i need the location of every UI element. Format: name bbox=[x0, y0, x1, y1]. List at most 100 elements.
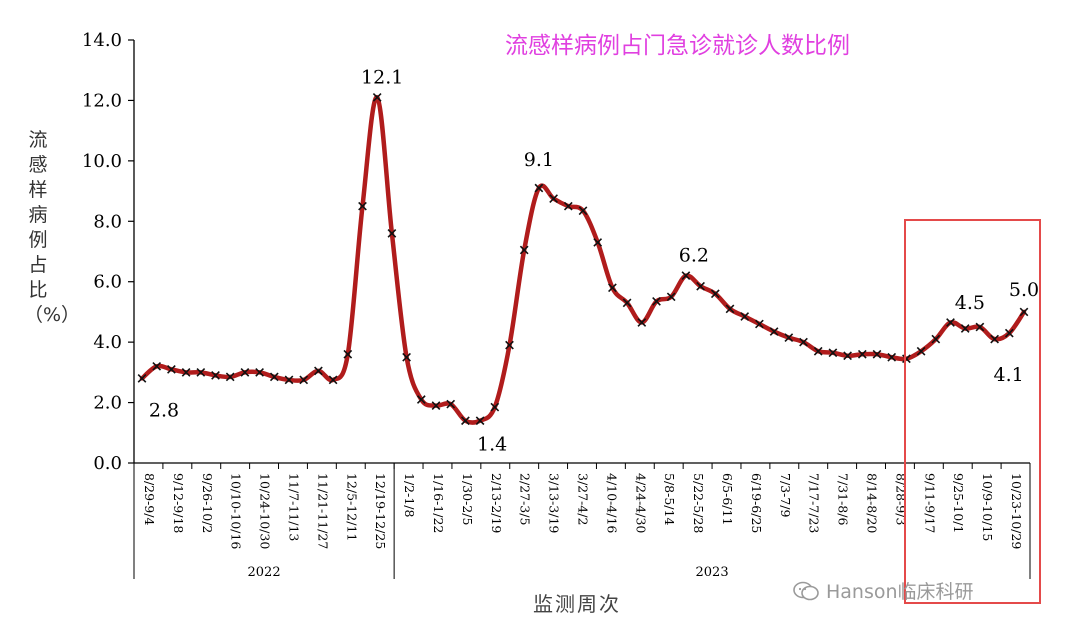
y-tick-label: 6.0 bbox=[93, 272, 122, 293]
x-tick-label: 10/10-10/16 bbox=[229, 473, 244, 549]
data-point bbox=[637, 318, 647, 327]
x-tick-label: 9/11-9/17 bbox=[922, 473, 937, 533]
x-tick-label: 7/3-7/9 bbox=[778, 473, 793, 518]
x-tick-label: 10/9-10/15 bbox=[980, 473, 995, 541]
x-axis-label: 监测周次 bbox=[533, 592, 621, 616]
data-point bbox=[710, 289, 720, 299]
year-label: 2023 bbox=[696, 565, 729, 580]
data-point bbox=[902, 354, 911, 364]
x-tick-label: 4/24-4/30 bbox=[633, 473, 648, 533]
data-point bbox=[255, 367, 264, 377]
data-point bbox=[549, 194, 558, 203]
data-point bbox=[652, 296, 661, 306]
data-point bbox=[857, 349, 867, 359]
x-tick-label: 10/24-10/30 bbox=[258, 473, 273, 549]
y-tick-label: 14.0 bbox=[82, 30, 122, 51]
data-label: 1.4 bbox=[477, 434, 507, 456]
y-axis-label: 流感样病例占比（%） bbox=[24, 129, 81, 326]
data-point bbox=[225, 372, 235, 382]
x-tick-label: 9/12-9/18 bbox=[171, 473, 186, 533]
year-label: 2022 bbox=[248, 565, 281, 580]
x-tick-label: 11/21-11/27 bbox=[315, 473, 330, 549]
data-point bbox=[211, 371, 220, 380]
highlight-box bbox=[904, 219, 1041, 604]
x-tick-label: 12/19-12/25 bbox=[373, 473, 388, 549]
y-tick-label: 12.0 bbox=[82, 90, 122, 111]
data-point bbox=[990, 334, 999, 344]
data-label: 9.1 bbox=[524, 149, 554, 171]
data-point bbox=[475, 416, 485, 426]
x-tick-label: 6/19-6/25 bbox=[749, 473, 764, 533]
x-tick-label: 5/22-5/28 bbox=[691, 473, 706, 533]
data-point bbox=[505, 340, 514, 350]
x-tick-label: 1/2-1/8 bbox=[402, 473, 417, 518]
data-point bbox=[387, 229, 397, 238]
series-line bbox=[139, 95, 1027, 425]
data-point bbox=[622, 298, 632, 308]
x-tick-label: 7/31-8/6 bbox=[836, 473, 851, 525]
x-tick-label: 11/7-11/13 bbox=[286, 473, 301, 541]
chat-bubble-icon bbox=[793, 581, 819, 600]
y-tick-label: 10.0 bbox=[82, 151, 122, 172]
y-tick-label: 0.0 bbox=[93, 453, 122, 474]
x-tick-label: 12/5-12/11 bbox=[344, 473, 359, 541]
data-point bbox=[931, 334, 941, 344]
data-point bbox=[725, 304, 735, 314]
data-point bbox=[240, 367, 250, 377]
data-point bbox=[755, 319, 764, 329]
x-tick-label: 5/8-5/14 bbox=[662, 473, 677, 525]
data-point bbox=[314, 366, 323, 376]
data-point bbox=[1004, 328, 1014, 338]
data-point bbox=[299, 375, 309, 385]
data-point bbox=[446, 399, 456, 409]
watermark-text: Hanson临床科研 bbox=[826, 581, 974, 603]
data-point bbox=[813, 346, 823, 356]
data-point bbox=[916, 346, 926, 356]
data-point bbox=[696, 281, 705, 291]
x-tick-label: 9/25-10/1 bbox=[951, 473, 966, 533]
data-point bbox=[740, 312, 750, 321]
data-point bbox=[784, 333, 794, 342]
data-point bbox=[269, 372, 279, 382]
data-point bbox=[431, 401, 441, 410]
data-point bbox=[461, 416, 470, 426]
data-point bbox=[284, 375, 294, 385]
x-tick-label: 2/13-2/19 bbox=[489, 473, 504, 533]
data-point bbox=[196, 367, 206, 377]
data-point bbox=[152, 361, 162, 371]
data-point bbox=[358, 201, 367, 211]
data-point bbox=[519, 245, 529, 255]
x-tick-label: 10/23-10/29 bbox=[1009, 473, 1024, 549]
x-tick-label: 6/5-6/11 bbox=[720, 473, 735, 525]
y-tick-label: 8.0 bbox=[93, 211, 122, 232]
data-point bbox=[887, 352, 897, 362]
x-tick-label: 8/29-9/4 bbox=[142, 473, 157, 525]
data-point bbox=[534, 183, 544, 193]
data-point bbox=[843, 351, 852, 361]
data-point bbox=[799, 337, 808, 347]
data-point bbox=[181, 367, 191, 377]
data-point bbox=[372, 93, 382, 102]
data-point bbox=[975, 322, 985, 332]
data-point bbox=[769, 327, 779, 336]
x-tick-label: 1/30-2/5 bbox=[460, 473, 475, 525]
x-tick-label: 3/13-3/19 bbox=[547, 473, 562, 533]
data-point bbox=[416, 395, 426, 404]
data-point bbox=[578, 206, 588, 216]
data-point bbox=[681, 271, 691, 281]
x-tick-label: 1/16-1/22 bbox=[431, 473, 446, 533]
data-point bbox=[563, 201, 573, 211]
chart-title: 流感样病例占门急诊就诊人数比例 bbox=[505, 33, 850, 59]
data-label: 2.8 bbox=[149, 399, 179, 421]
data-point bbox=[960, 324, 970, 333]
x-tick-label: 9/26-10/2 bbox=[200, 473, 215, 533]
data-label: 12.1 bbox=[361, 66, 403, 88]
x-tick-label: 8/14-8/20 bbox=[865, 473, 880, 533]
x-tick-label: 4/10-4/16 bbox=[604, 473, 619, 533]
x-tick-label: 7/17-7/23 bbox=[807, 473, 822, 533]
data-point bbox=[137, 374, 147, 383]
data-point bbox=[1019, 307, 1029, 317]
y-tick-label: 4.0 bbox=[93, 332, 122, 353]
data-point bbox=[666, 292, 676, 302]
data-point bbox=[828, 348, 838, 358]
